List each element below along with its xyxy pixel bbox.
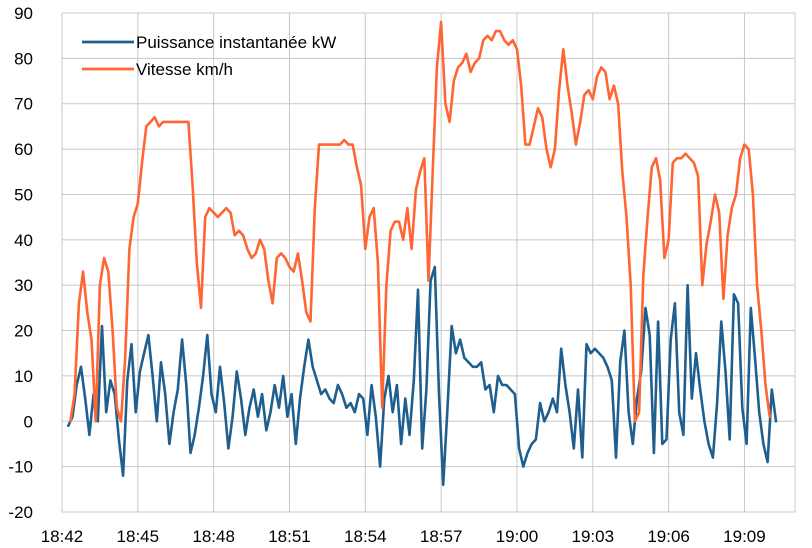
legend: Puissance instantanée kW Vitesse km/h	[82, 33, 336, 79]
y-tick-label: 30	[14, 276, 33, 295]
legend-label: Vitesse km/h	[136, 60, 233, 79]
x-tick-label: 18:48	[192, 527, 235, 546]
y-tick-label: 70	[14, 95, 33, 114]
x-tick-label: 19:00	[496, 527, 539, 546]
y-tick-label: 0	[24, 412, 33, 431]
x-tick-label: 19:06	[647, 527, 690, 546]
y-tick-label: 90	[14, 4, 33, 23]
y-tick-label: 10	[14, 367, 33, 386]
series-line-0	[67, 265, 778, 487]
x-tick-label: 18:57	[420, 527, 463, 546]
x-tick-label: 18:45	[117, 527, 160, 546]
x-tick-label: 18:42	[41, 527, 84, 546]
y-tick-label: 20	[14, 322, 33, 341]
series-lines	[67, 20, 778, 487]
x-tick-label: 18:51	[268, 527, 311, 546]
y-tick-label: 40	[14, 231, 33, 250]
x-tick-label: 19:03	[572, 527, 615, 546]
y-tick-label: 60	[14, 140, 33, 159]
y-tick-label: 80	[14, 49, 33, 68]
y-axis-tick-labels: -20 -10 0 10 20 30 40 50 60 70 80 90	[8, 4, 33, 522]
y-tick-label: 50	[14, 185, 33, 204]
x-tick-label: 18:54	[344, 527, 387, 546]
y-tick-label: -10	[8, 458, 33, 477]
x-axis-tick-labels: 18:42 18:45 18:48 18:51 18:54 18:57 19:00 19:03…	[41, 527, 766, 546]
legend-label: Puissance instantanée kW	[136, 33, 336, 52]
y-tick-label: -20	[8, 503, 33, 522]
series-line-1	[69, 20, 771, 423]
x-tick-label: 19:09	[723, 527, 766, 546]
